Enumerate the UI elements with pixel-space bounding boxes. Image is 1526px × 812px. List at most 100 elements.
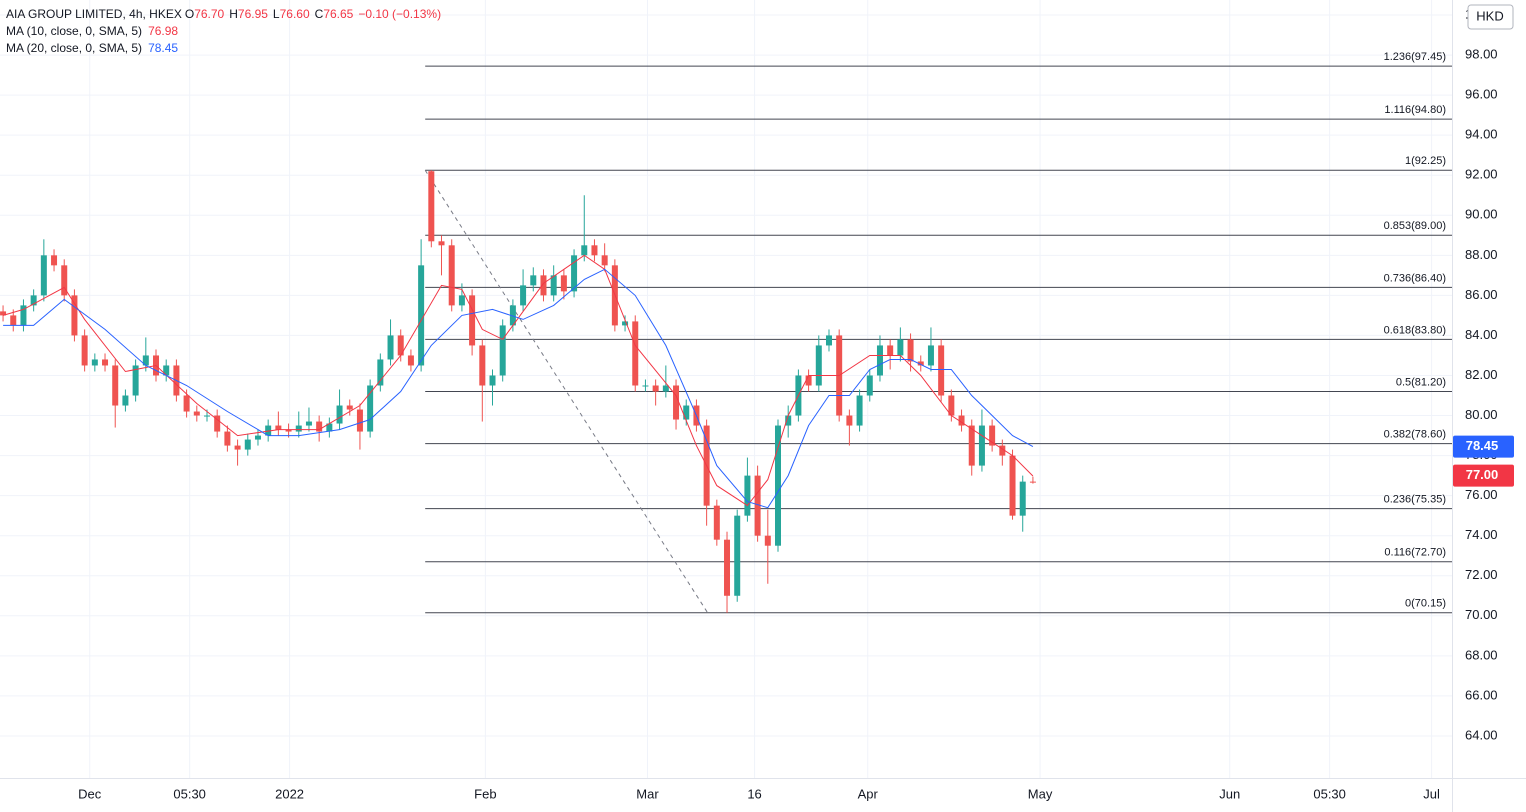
x-tick-label: 05:30 <box>1313 786 1346 801</box>
candle-body <box>30 295 37 306</box>
candle-body <box>132 365 139 396</box>
candle-body <box>469 295 476 346</box>
candle-body <box>775 425 782 546</box>
candle-body <box>713 505 720 540</box>
candle-body <box>1009 455 1016 516</box>
y-tick-label: 68.00 <box>1465 647 1498 662</box>
candle-body <box>418 265 425 366</box>
candle-body <box>764 535 771 546</box>
y-tick-label: 92.00 <box>1465 167 1498 182</box>
change: −0.10 (−0.13%) <box>358 7 442 21</box>
y-tick-label: 80.00 <box>1465 407 1498 422</box>
y-tick-label: 66.00 <box>1465 687 1498 702</box>
legend-row: AIA GROUP LIMITED, 4h, HKEX O76.70 H76.95 L… <box>6 6 444 23</box>
candle-body <box>397 335 404 356</box>
ohlc-key: L <box>272 7 280 21</box>
candle-body <box>540 275 547 296</box>
ohlc-value: 76.95 <box>237 7 268 21</box>
candle-body <box>887 345 894 356</box>
candle-body <box>744 475 751 516</box>
y-tick-label: 64.00 <box>1465 727 1498 742</box>
candle-body <box>112 365 119 406</box>
candle-body <box>581 245 588 256</box>
candle-body <box>520 285 527 306</box>
candle-body <box>571 255 578 292</box>
x-tick-label: 2022 <box>275 786 304 801</box>
legend-row: MA (20, close, 0, SMA, 5) 78.45 <box>6 40 444 57</box>
candle-body <box>377 359 384 386</box>
currency-label: HKD <box>1476 8 1503 23</box>
candle-body <box>591 245 598 256</box>
candle-body <box>785 415 792 426</box>
candle-body <box>479 345 486 386</box>
candle-body <box>917 361 924 366</box>
fib-label: 1.236(97.45) <box>1384 51 1446 63</box>
ohlc-item: O76.70 <box>185 7 227 21</box>
legend-name: MA (20, close, 0, SMA, 5) <box>6 41 143 55</box>
y-tick-label: 70.00 <box>1465 607 1498 622</box>
y-tick-label: 90.00 <box>1465 207 1498 222</box>
legend-name: MA (10, close, 0, SMA, 5) <box>6 24 143 38</box>
candle-body <box>224 431 231 446</box>
candle-body <box>489 375 496 386</box>
ohlc-value: 76.60 <box>279 7 310 21</box>
candle-body <box>316 421 323 432</box>
candle-body <box>846 415 853 426</box>
fib-label: 0(70.15) <box>1405 598 1446 610</box>
candle-body <box>1019 481 1026 516</box>
candle-body <box>907 339 914 362</box>
candle-body <box>163 365 170 376</box>
candle-body <box>51 255 58 266</box>
candle-body <box>550 275 557 296</box>
candle-body <box>876 345 883 376</box>
ohlc-key: O <box>184 7 195 21</box>
candle-body <box>438 241 445 246</box>
ohlc-item: H76.95 <box>229 7 271 21</box>
candle-body <box>509 305 516 326</box>
legend-row: MA (10, close, 0, SMA, 5) 76.98 <box>6 23 444 40</box>
candle-body <box>683 405 690 420</box>
candle-body <box>91 359 98 366</box>
y-tick-label: 76.00 <box>1465 487 1498 502</box>
y-tick-label: 98.00 <box>1465 47 1498 62</box>
y-tick-label: 74.00 <box>1465 527 1498 542</box>
y-tick-label: 84.00 <box>1465 327 1498 342</box>
y-tick-label: 86.00 <box>1465 287 1498 302</box>
candle-body <box>897 339 904 356</box>
ohlc-value: 76.70 <box>194 7 225 21</box>
fib-label: 0.116(72.70) <box>1384 547 1446 559</box>
candle-body <box>40 255 47 296</box>
currency-badge <box>1467 4 1514 30</box>
candle-body <box>122 395 129 406</box>
ohlc-key: C <box>314 7 324 21</box>
price-badge <box>1453 435 1514 458</box>
x-tick-label: 16 <box>747 786 761 801</box>
x-tick-label: Jul <box>1423 786 1440 801</box>
fib-label: 0.736(86.40) <box>1384 272 1446 284</box>
candle-body <box>214 415 221 432</box>
ohlc-item: C76.65 <box>315 7 357 21</box>
candle-body <box>948 395 955 416</box>
candle-body <box>866 375 873 396</box>
candle-body <box>927 345 934 366</box>
candle-body <box>305 421 312 426</box>
candle-body <box>652 385 659 392</box>
price-badge-label: 78.45 <box>1466 438 1499 453</box>
candle-body <box>20 305 27 326</box>
ma-line <box>2 254 1034 507</box>
candle-body <box>356 409 363 432</box>
candle-body <box>458 295 465 306</box>
candle-body <box>530 275 537 286</box>
candle-body <box>0 311 7 316</box>
fib-label: 1(92.25) <box>1405 155 1446 167</box>
candle-body <box>183 395 190 412</box>
candle-body <box>367 385 374 432</box>
y-tick-label: 88.00 <box>1465 247 1498 262</box>
candle-body <box>999 445 1006 456</box>
candle-body <box>642 385 649 387</box>
candle-body <box>234 445 241 450</box>
x-tick-label: Apr <box>858 786 879 801</box>
candle-body <box>724 539 731 596</box>
candle-body <box>601 255 608 266</box>
candle-body <box>754 475 761 536</box>
